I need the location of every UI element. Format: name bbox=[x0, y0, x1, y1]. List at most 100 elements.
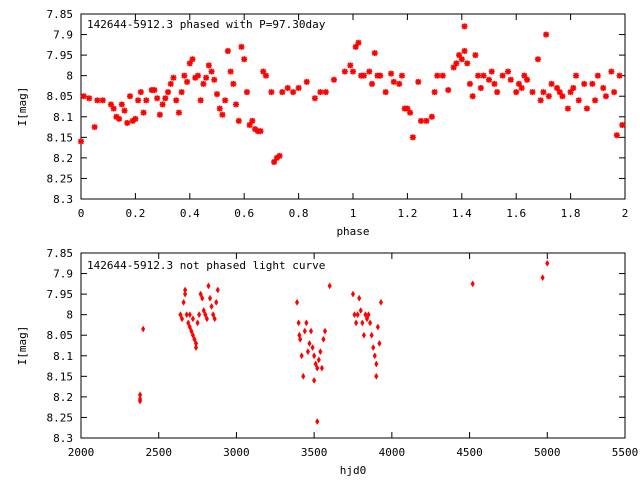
data-point bbox=[312, 376, 317, 384]
data-point bbox=[540, 274, 545, 282]
data-point bbox=[304, 319, 309, 327]
data-point bbox=[524, 76, 531, 83]
x-tick-label: 0.2 bbox=[125, 207, 145, 220]
data-point bbox=[330, 76, 337, 83]
data-point bbox=[366, 68, 373, 75]
unphased-data-points bbox=[137, 259, 550, 426]
phased-x-axis: 0 0.2 0.4 0.6 0.8 1 1.2 1.4 1.6 1.8 2 bbox=[78, 14, 629, 220]
data-point bbox=[431, 89, 438, 96]
data-point bbox=[209, 302, 214, 310]
data-point bbox=[311, 95, 318, 102]
data-point bbox=[469, 93, 476, 100]
x-tick-label: 5500 bbox=[612, 446, 639, 459]
data-point bbox=[214, 91, 220, 98]
data-point bbox=[135, 97, 142, 104]
y-tick-label: 7.95 bbox=[47, 288, 74, 301]
data-point bbox=[491, 80, 498, 87]
data-point bbox=[214, 298, 219, 306]
unphased-light-curve-panel: 7.85 7.9 7.95 8 8.05 8.1 8.15 8.2 8.25 8.3 2000 25… bbox=[16, 247, 638, 477]
data-point bbox=[132, 115, 139, 122]
data-point bbox=[94, 97, 101, 104]
data-point bbox=[227, 68, 234, 75]
data-point bbox=[173, 97, 180, 104]
x-tick-label: 3500 bbox=[301, 446, 328, 459]
data-point bbox=[192, 335, 197, 343]
data-point bbox=[360, 319, 365, 327]
data-point bbox=[559, 93, 566, 100]
data-point bbox=[284, 85, 291, 91]
unphased-x-axis: 2000 2500 3000 3500 4000 4500 5000 5500 bbox=[68, 253, 639, 459]
data-point bbox=[215, 286, 220, 294]
data-point bbox=[371, 50, 378, 57]
data-point bbox=[409, 134, 416, 141]
data-point bbox=[477, 85, 484, 91]
y-tick-label: 8.15 bbox=[47, 370, 74, 383]
data-point bbox=[298, 335, 303, 343]
phased-x-axis-label: phase bbox=[336, 225, 369, 238]
y-tick-label: 7.95 bbox=[47, 49, 74, 62]
data-point bbox=[208, 68, 215, 75]
data-point bbox=[611, 89, 618, 96]
data-point bbox=[515, 80, 522, 87]
data-point bbox=[219, 111, 226, 118]
data-point bbox=[494, 89, 501, 96]
data-point bbox=[187, 323, 192, 331]
data-point bbox=[507, 76, 514, 83]
data-point bbox=[299, 352, 304, 360]
data-point bbox=[271, 159, 278, 165]
data-point bbox=[178, 311, 183, 319]
data-point bbox=[295, 85, 302, 91]
x-tick-label: 2 bbox=[622, 207, 629, 220]
data-point bbox=[107, 101, 114, 108]
data-point bbox=[363, 311, 368, 319]
data-point bbox=[371, 344, 376, 352]
data-point bbox=[545, 259, 550, 267]
data-point bbox=[575, 97, 582, 104]
data-point bbox=[461, 48, 468, 54]
x-tick-label: 2500 bbox=[145, 446, 172, 459]
data-point bbox=[303, 78, 310, 85]
data-point bbox=[354, 319, 359, 327]
data-point bbox=[162, 95, 169, 102]
data-point bbox=[194, 72, 201, 79]
data-point bbox=[233, 101, 240, 108]
data-point bbox=[423, 117, 430, 124]
y-tick-label: 8.2 bbox=[53, 391, 73, 404]
data-point bbox=[592, 97, 599, 104]
data-point bbox=[461, 23, 468, 30]
data-point bbox=[246, 122, 253, 128]
data-point bbox=[197, 97, 204, 104]
data-point bbox=[206, 282, 211, 290]
data-point bbox=[257, 128, 264, 135]
data-point bbox=[205, 62, 212, 69]
data-point bbox=[534, 56, 541, 63]
data-point bbox=[434, 72, 441, 79]
data-point bbox=[357, 294, 362, 302]
y-tick-label: 8.25 bbox=[47, 172, 74, 185]
data-point bbox=[249, 117, 256, 124]
data-point bbox=[315, 364, 320, 372]
data-point bbox=[486, 76, 492, 83]
data-point bbox=[212, 315, 217, 323]
phased-y-axis: 7.85 7.9 7.95 8 8.05 8.1 8.15 8.2 8.25 8.3 bbox=[47, 8, 625, 206]
x-tick-label: 0 bbox=[78, 207, 85, 220]
data-point bbox=[322, 327, 328, 335]
data-point bbox=[170, 74, 177, 81]
y-tick-label: 8.05 bbox=[47, 90, 74, 103]
data-point bbox=[350, 68, 356, 75]
data-point bbox=[529, 89, 536, 96]
data-point bbox=[581, 80, 588, 87]
data-point bbox=[567, 89, 574, 96]
data-point bbox=[312, 352, 317, 360]
x-tick-label: 0.8 bbox=[289, 207, 309, 220]
data-point bbox=[151, 87, 158, 94]
data-point bbox=[505, 68, 512, 75]
data-point bbox=[374, 360, 379, 368]
data-point bbox=[368, 319, 373, 327]
data-point bbox=[224, 48, 231, 54]
data-point bbox=[464, 60, 471, 67]
data-point bbox=[619, 122, 626, 128]
data-point bbox=[378, 298, 384, 306]
data-point bbox=[165, 89, 172, 96]
data-point bbox=[241, 56, 248, 63]
